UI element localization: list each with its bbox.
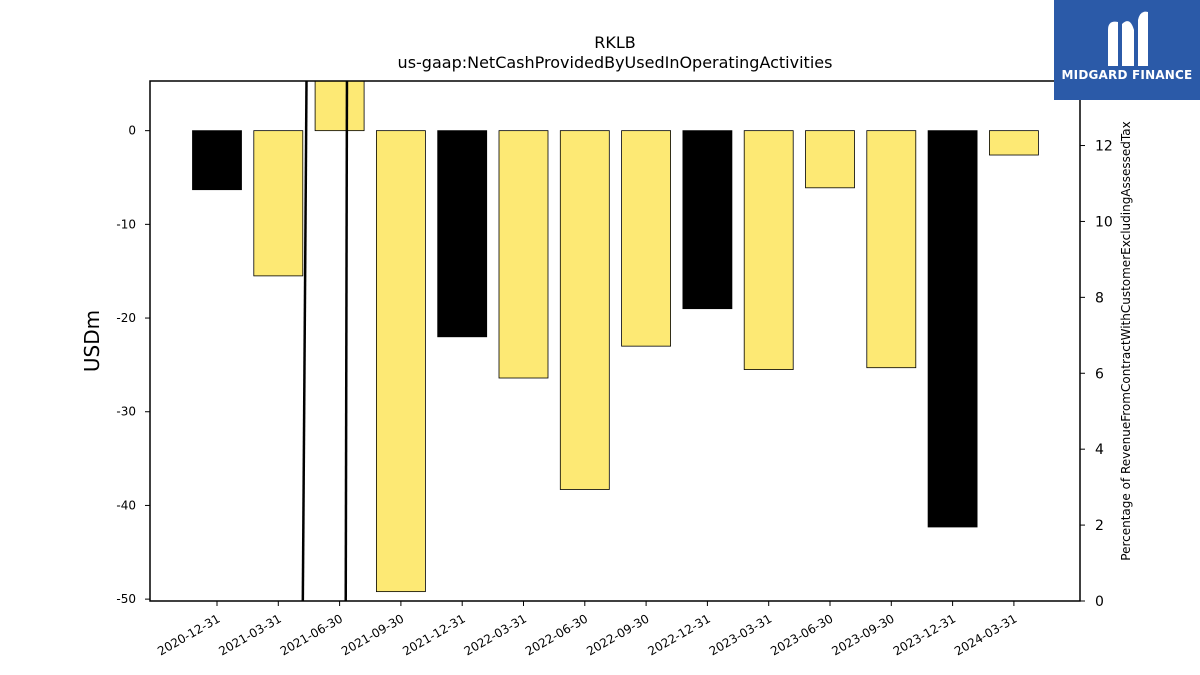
x-tick-label: 2021-06-30 — [278, 611, 345, 658]
y2-tick-label: 10 — [1095, 214, 1113, 230]
y-tick-label: -50 — [116, 592, 136, 606]
bar — [682, 130, 733, 310]
x-tick-label: 2021-12-31 — [400, 611, 467, 658]
x-tick-label: 2022-09-30 — [584, 611, 651, 658]
y-tick-label: -40 — [116, 498, 136, 512]
line-series — [344, 80, 349, 602]
x-tick-label: 2022-06-30 — [523, 611, 590, 658]
y-axis-label: USDm — [80, 310, 104, 372]
bar — [621, 130, 671, 347]
y2-tick-label: 4 — [1095, 442, 1104, 458]
brand-logo: MIDGARD FINANCE — [1054, 0, 1200, 100]
y2-tick-label: 8 — [1095, 290, 1104, 306]
bar — [866, 130, 917, 369]
y2-tick-label: 12 — [1095, 139, 1113, 155]
x-tick-label: 2024-03-31 — [952, 611, 1019, 658]
bar — [927, 130, 978, 528]
x-tick-label: 2021-03-31 — [216, 611, 283, 658]
y-tick-label: 0 — [128, 124, 136, 138]
bar — [375, 130, 426, 593]
x-tick-label: 2020-12-31 — [155, 611, 222, 658]
plot-area — [192, 80, 1039, 602]
y2-tick-label: 2 — [1095, 518, 1104, 534]
y2-axis-label: Percentage of RevenueFromContractWithCus… — [1119, 121, 1133, 560]
bar — [989, 130, 1039, 156]
logo-text: MIDGARD FINANCE — [1061, 68, 1193, 82]
bar — [498, 130, 549, 379]
bar — [805, 130, 855, 189]
x-tick-label: 2022-12-31 — [645, 611, 712, 658]
y-tick-label: -10 — [116, 217, 136, 231]
line-series — [301, 80, 308, 602]
x-tick-label: 2023-09-30 — [829, 611, 896, 658]
midgard-logo-icon — [1108, 11, 1148, 66]
bar — [192, 130, 242, 191]
bar — [437, 130, 488, 338]
y2-tick-label: 0 — [1095, 594, 1104, 610]
x-tick-label: 2023-03-31 — [707, 611, 774, 658]
bar — [253, 130, 304, 277]
plot-frame — [149, 80, 1081, 602]
y2-tick-label: 6 — [1095, 366, 1104, 382]
chart-subtitle: us-gaap:NetCashProvidedByUsedInOperating… — [398, 53, 833, 72]
chart-title: RKLB — [594, 33, 636, 52]
bar — [743, 130, 794, 370]
x-tick-label: 2023-06-30 — [768, 611, 835, 658]
y-tick-label: -20 — [116, 311, 136, 325]
bar — [559, 130, 610, 490]
y-tick-label: -30 — [116, 405, 136, 419]
x-tick-label: 2023-12-31 — [891, 611, 958, 658]
bar — [314, 80, 365, 132]
x-tick-label: 2022-03-31 — [462, 611, 529, 658]
x-tick-label: 2021-09-30 — [339, 611, 406, 658]
